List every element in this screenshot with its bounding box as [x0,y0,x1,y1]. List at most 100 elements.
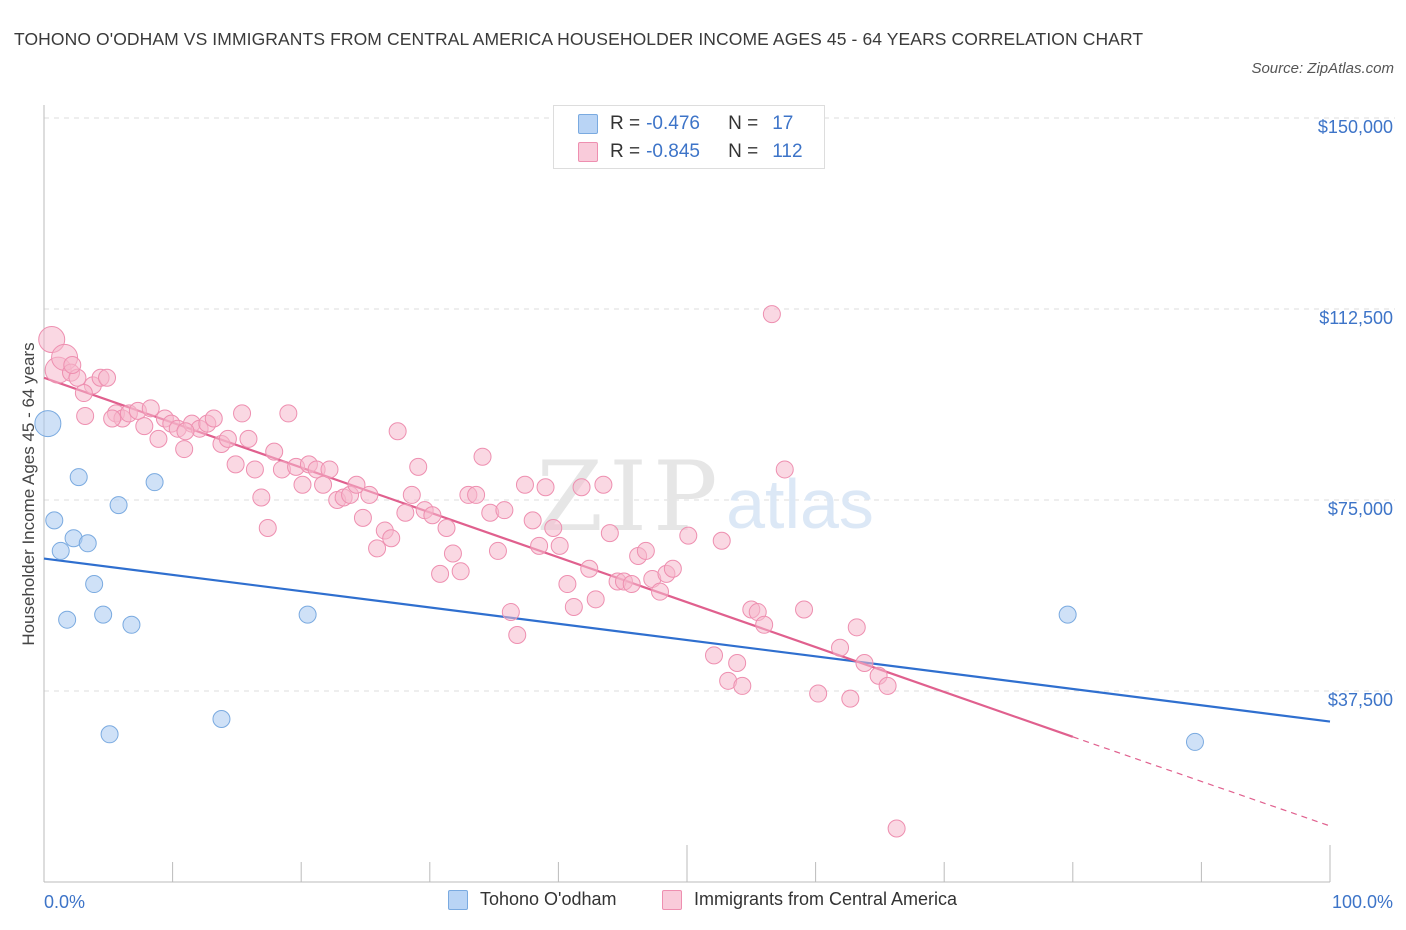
point-s0-14 [298,605,317,624]
point-s1-68 [515,475,534,494]
point-s1-111 [74,384,93,403]
point-s0-12 [145,473,164,492]
watermark: ZIP atlas [536,441,874,553]
point-s1-62 [473,447,492,466]
point-s1-25 [218,429,237,448]
y-axis-label: Householder Income Ages 45 - 64 years [19,342,38,645]
legend-n-label: N = [728,141,759,162]
series-legend-tohono[interactable]: Tohono O'odham [448,889,617,910]
y-tick-label-0: $37,500 [1328,690,1393,710]
point-s1-106 [855,653,874,672]
legend-r-value: -0.845 [646,141,700,162]
point-s1-91 [762,305,781,324]
legend-row-tohono: R = -0.476 N = 17 [578,112,793,136]
point-s1-5 [76,406,95,425]
point-s1-104 [841,689,860,708]
point-s1-30 [252,488,271,507]
point-s1-112 [103,409,122,428]
point-s1-32 [265,442,284,461]
point-s1-51 [396,503,415,522]
y-tick-label-2: $112,500 [1319,308,1393,328]
legend-row-central-america: R = -0.845 N = 112 [578,140,803,164]
point-s1-53 [409,457,428,476]
trend-line-extension-1 [1072,736,1331,827]
chart-source: Source: ZipAtlas.com [1251,60,1394,77]
correlation-legend: R = -0.476 N = 17 R = -0.845 N = 112 [553,105,825,169]
point-s0-15 [1058,605,1077,624]
legend-swatch-tohono [578,114,598,134]
legend-n-value: 17 [772,113,794,134]
point-s1-79 [594,475,613,494]
x-tick-label-1: 100.0% [1332,892,1393,912]
point-s1-92 [705,646,724,665]
point-s0-7 [85,575,104,594]
point-s0-11 [122,615,141,634]
point-s0-13 [212,710,231,729]
series-swatch-tohono [448,889,468,910]
tick-labels: $37,500 $75,000 $112,500 $150,000 0.0% 100.0% [44,117,1393,912]
watermark-atlas: atlas [726,465,874,543]
point-s1-46 [360,485,379,504]
point-s1-23 [204,409,223,428]
point-s1-40 [320,460,339,479]
point-s1-14 [141,399,160,418]
point-s0-2 [51,541,70,560]
legend-n-label: N = [728,113,759,134]
chart-title: TOHONO O'ODHAM VS IMMIGRANTS FROM CENTRA… [14,29,1144,49]
point-s1-83 [622,575,641,594]
point-s1-31 [258,519,277,538]
point-s1-93 [712,531,731,550]
point-s1-59 [451,562,470,581]
point-s1-73 [550,536,569,555]
point-s1-70 [530,536,549,555]
point-s1-113 [176,422,195,441]
point-s1-47 [368,539,387,558]
point-s1-55 [423,506,442,525]
point-s1-26 [226,455,245,474]
point-s1-105 [847,618,866,637]
legend-r-label: R = [610,141,641,162]
point-s1-67 [508,625,527,644]
series-name-central-america: Immigrants from Central America [694,889,958,909]
x-tick-label-0: 0.0% [44,892,85,912]
point-s1-13 [135,417,154,436]
point-s1-101 [795,600,814,619]
point-s0-5 [69,468,88,487]
point-s1-19 [175,440,194,459]
series-swatch-central-america [662,889,682,910]
point-s1-74 [558,575,577,594]
point-s1-78 [586,590,605,609]
point-s1-58 [443,544,462,563]
point-s1-103 [831,638,850,657]
trend-line-0 [43,557,1331,723]
legend-swatch-central-america [578,142,598,162]
point-s1-77 [580,559,599,578]
point-s0-8 [94,605,113,624]
point-s0-3 [58,610,77,629]
y-tick-label-1: $75,000 [1328,499,1393,519]
point-s0-10 [109,496,128,515]
point-s0-0 [34,410,62,438]
point-s1-49 [382,529,401,548]
point-s1-34 [279,404,298,423]
point-s1-96 [733,676,752,695]
point-s1-39 [314,475,333,494]
point-s1-52 [402,485,421,504]
point-s0-1 [45,511,64,530]
point-s1-64 [488,541,507,560]
point-s1-36 [293,475,312,494]
grid-lines [44,117,1395,692]
series-legend: Tohono O'odham Immigrants from Central A… [0,889,1406,915]
series-legend-central-america[interactable]: Immigrants from Central America [662,889,957,910]
point-s1-109 [887,819,906,838]
point-s1-44 [347,475,366,494]
point-s0-6 [78,534,97,553]
point-s1-99 [755,615,774,634]
point-s1-110 [63,356,82,375]
point-s1-100 [775,460,794,479]
point-s1-29 [245,460,264,479]
legend-r-label: R = [610,113,641,134]
point-s1-80 [600,524,619,543]
point-s0-9 [100,725,119,744]
